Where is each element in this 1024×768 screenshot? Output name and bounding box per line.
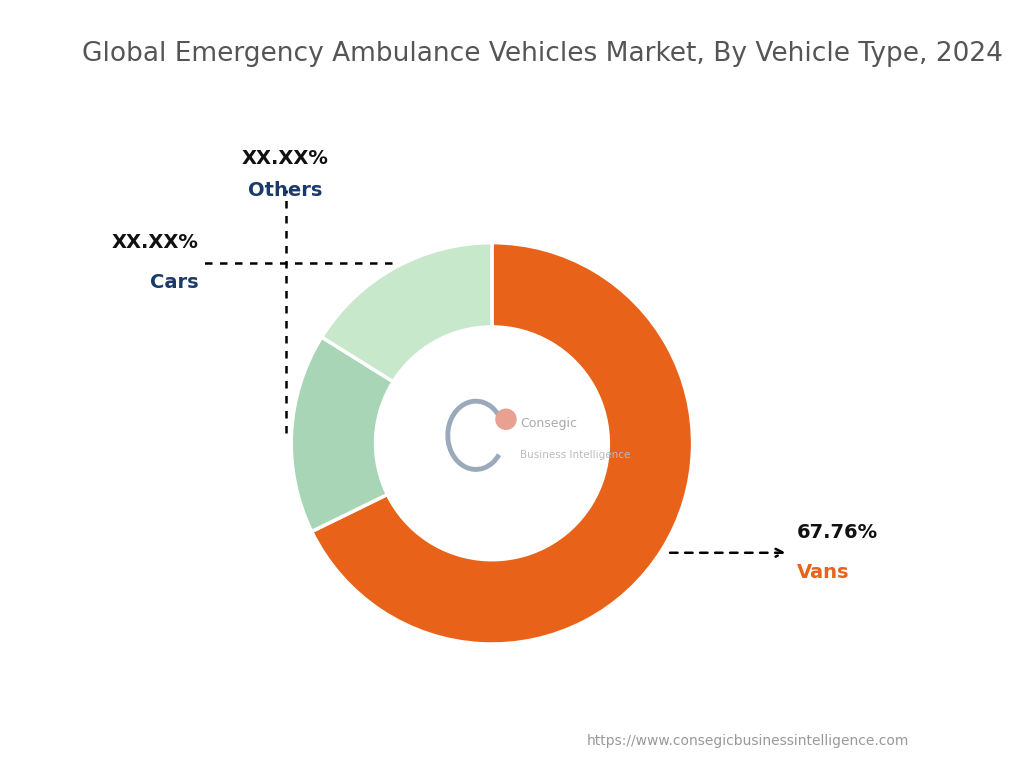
Text: XX.XX%: XX.XX% <box>242 149 329 168</box>
Wedge shape <box>291 337 393 531</box>
Text: Others: Others <box>249 181 323 200</box>
Text: Vans: Vans <box>797 564 850 582</box>
Text: XX.XX%: XX.XX% <box>112 233 199 252</box>
Text: Cars: Cars <box>151 273 199 292</box>
Text: Global Emergency Ambulance Vehicles Market, By Vehicle Type, 2024: Global Emergency Ambulance Vehicles Mark… <box>82 41 1002 67</box>
Circle shape <box>496 409 516 429</box>
Text: https://www.consegicbusinessintelligence.com: https://www.consegicbusinessintelligence… <box>587 734 908 748</box>
Text: Consegic: Consegic <box>520 417 578 430</box>
Wedge shape <box>311 243 692 644</box>
Wedge shape <box>322 243 492 382</box>
Text: 67.76%: 67.76% <box>797 523 878 542</box>
Text: Business Intelligence: Business Intelligence <box>520 450 631 460</box>
